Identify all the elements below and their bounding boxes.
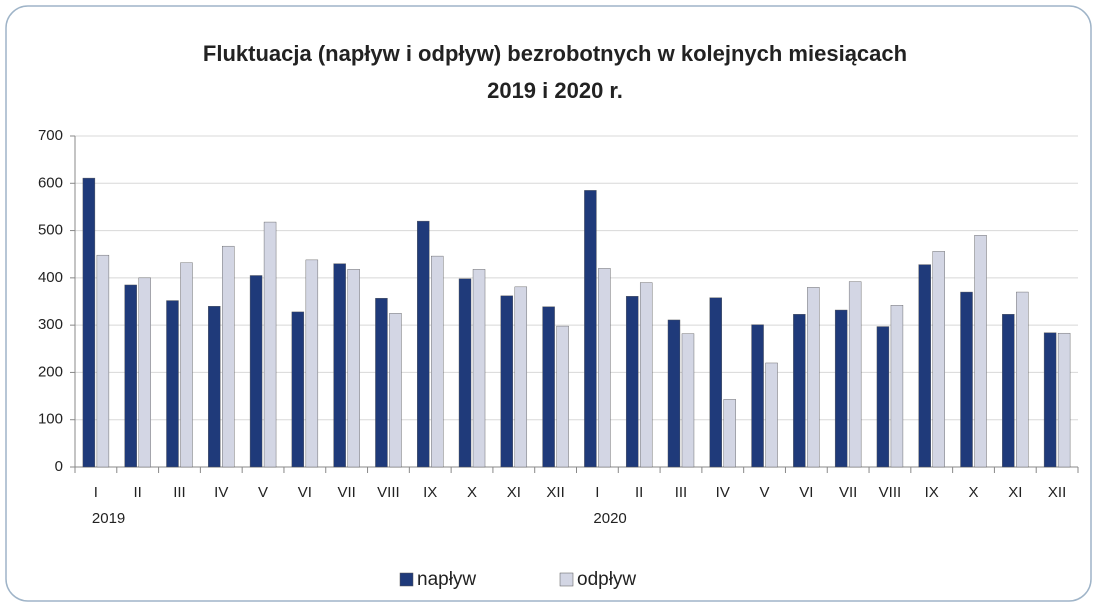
bar xyxy=(500,295,514,468)
bar xyxy=(974,235,987,468)
bar xyxy=(458,278,472,468)
x-tick-label: XII xyxy=(1048,484,1066,501)
bar xyxy=(960,291,973,468)
x-tick-label: XII xyxy=(546,484,564,501)
bar xyxy=(1043,332,1057,468)
bar xyxy=(598,268,611,468)
bar xyxy=(375,297,388,468)
bar xyxy=(208,306,221,468)
bar xyxy=(890,305,904,468)
bar xyxy=(793,314,806,468)
x-tick-label: VIII xyxy=(879,484,902,501)
y-tick-label: 500 xyxy=(38,222,63,239)
y-tick-label: 300 xyxy=(38,316,63,333)
bar xyxy=(263,221,277,468)
bar xyxy=(180,262,193,468)
chart-title: 2019 i 2020 r. xyxy=(487,78,623,103)
chart-title: Fluktuacja (napływ i odpływ) bezrobotnyc… xyxy=(203,41,907,66)
bar xyxy=(625,296,639,468)
bar xyxy=(347,269,360,468)
chart-frame xyxy=(5,5,1092,602)
x-tick-label: I xyxy=(94,484,98,501)
y-tick-label: 0 xyxy=(55,458,63,475)
bar xyxy=(542,306,555,468)
x-tick-label: II xyxy=(134,484,142,501)
bar xyxy=(723,399,736,468)
bar xyxy=(96,254,110,468)
x-tick-label: VII xyxy=(337,484,355,501)
bar xyxy=(932,251,945,468)
bar xyxy=(417,220,430,468)
bar xyxy=(124,284,137,468)
bar xyxy=(138,277,151,468)
x-tick-label: II xyxy=(635,484,643,501)
bar xyxy=(82,177,96,468)
x-group-label: 2020 xyxy=(593,510,626,527)
bar xyxy=(514,286,528,468)
x-tick-label: X xyxy=(467,484,477,501)
x-tick-label: X xyxy=(969,484,979,501)
x-tick-label: I xyxy=(595,484,599,501)
x-tick-label: V xyxy=(258,484,268,501)
bar xyxy=(639,282,653,468)
x-group-label: 2019 xyxy=(92,510,125,527)
bar xyxy=(389,313,402,468)
bar xyxy=(751,324,764,468)
bar xyxy=(709,297,722,468)
bar xyxy=(765,362,778,468)
bar xyxy=(667,319,681,468)
bar xyxy=(918,264,931,468)
x-tick-label: VIII xyxy=(377,484,400,501)
bar xyxy=(333,263,346,468)
legend-label: odpływ xyxy=(577,569,636,590)
legend-swatch xyxy=(559,572,574,587)
bar xyxy=(472,269,486,468)
bar xyxy=(431,255,444,468)
bar xyxy=(834,309,848,468)
x-tick-label: IX xyxy=(925,484,939,501)
bar xyxy=(166,300,179,468)
x-tick-label: V xyxy=(760,484,770,501)
legend-label: napływ xyxy=(417,569,476,590)
bar xyxy=(222,245,235,468)
x-tick-label: VII xyxy=(839,484,857,501)
x-tick-label: III xyxy=(173,484,186,501)
bar xyxy=(556,325,569,468)
bar xyxy=(681,333,695,468)
y-tick-label: 100 xyxy=(38,411,63,428)
x-tick-label: XI xyxy=(507,484,521,501)
legend-swatch xyxy=(399,572,414,587)
x-tick-label: IV xyxy=(214,484,228,501)
x-tick-label: IX xyxy=(423,484,437,501)
bar xyxy=(305,259,319,468)
x-tick-label: VI xyxy=(298,484,312,501)
y-tick-label: 200 xyxy=(38,363,63,380)
y-tick-label: 600 xyxy=(38,174,63,191)
bar xyxy=(807,287,820,468)
x-tick-label: IV xyxy=(716,484,730,501)
bar xyxy=(249,275,263,468)
bar xyxy=(1002,314,1015,468)
y-tick-label: 400 xyxy=(38,269,63,286)
y-tick-label: 700 xyxy=(38,127,63,144)
bar xyxy=(291,311,305,468)
bar xyxy=(1016,291,1029,468)
x-tick-label: XI xyxy=(1008,484,1022,501)
bar xyxy=(584,190,597,468)
x-tick-label: III xyxy=(675,484,688,501)
x-tick-label: VI xyxy=(799,484,813,501)
bar xyxy=(848,281,862,468)
bar xyxy=(876,326,890,468)
bar xyxy=(1057,332,1071,468)
